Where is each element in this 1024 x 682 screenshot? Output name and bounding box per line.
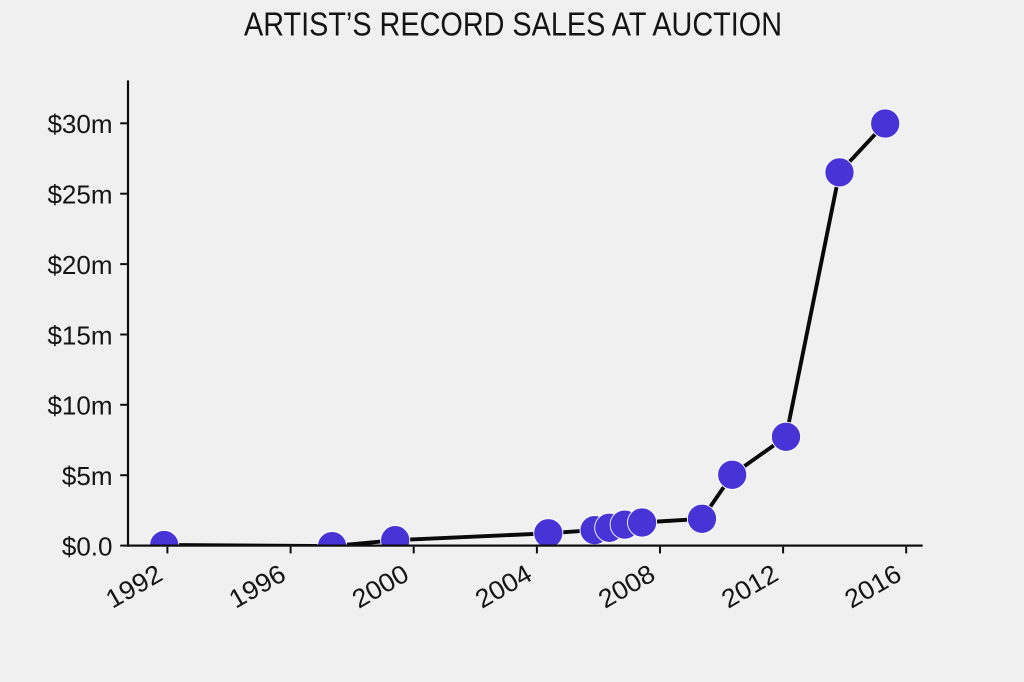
svg-text:$20m: $20m [47,250,112,280]
svg-text:$5m: $5m [62,461,113,491]
svg-text:$30m: $30m [47,109,112,139]
svg-text:$0.0: $0.0 [62,531,113,561]
svg-text:$25m: $25m [47,180,112,210]
svg-text:$10m: $10m [47,391,112,421]
svg-text:ARTIST’S RECORD SALES AT AUCTI: ARTIST’S RECORD SALES AT AUCTION [244,6,782,43]
svg-text:$15m: $15m [47,320,112,350]
